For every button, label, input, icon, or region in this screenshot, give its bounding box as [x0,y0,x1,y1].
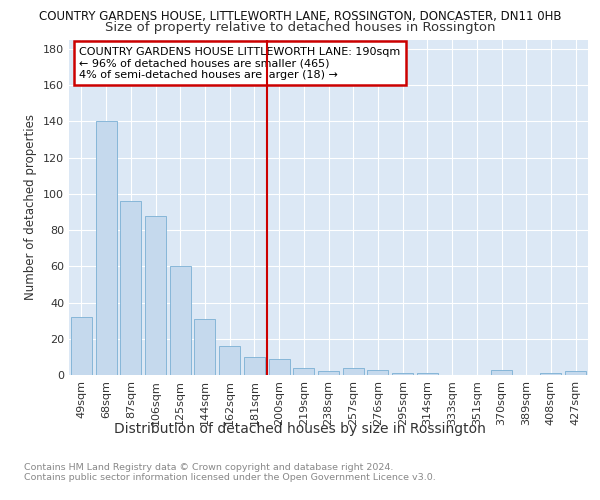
Bar [71,317,92,375]
Bar [293,368,314,375]
Bar [95,122,116,375]
Bar [269,358,290,375]
Text: Contains HM Land Registry data © Crown copyright and database right 2024.
Contai: Contains HM Land Registry data © Crown c… [24,462,436,482]
Bar [343,368,364,375]
Bar [367,370,388,375]
Bar [120,201,141,375]
Text: COUNTRY GARDENS HOUSE LITTLEWORTH LANE: 190sqm
← 96% of detached houses are smal: COUNTRY GARDENS HOUSE LITTLEWORTH LANE: … [79,46,401,80]
Bar [244,357,265,375]
Bar [417,373,438,375]
Text: Distribution of detached houses by size in Rossington: Distribution of detached houses by size … [114,422,486,436]
Bar [541,373,562,375]
Bar [491,370,512,375]
Text: Size of property relative to detached houses in Rossington: Size of property relative to detached ho… [105,22,495,35]
Bar [565,372,586,375]
Bar [194,319,215,375]
Bar [145,216,166,375]
Bar [392,373,413,375]
Bar [318,372,339,375]
Text: COUNTRY GARDENS HOUSE, LITTLEWORTH LANE, ROSSINGTON, DONCASTER, DN11 0HB: COUNTRY GARDENS HOUSE, LITTLEWORTH LANE,… [39,10,561,23]
Y-axis label: Number of detached properties: Number of detached properties [25,114,37,300]
Bar [219,346,240,375]
Bar [170,266,191,375]
